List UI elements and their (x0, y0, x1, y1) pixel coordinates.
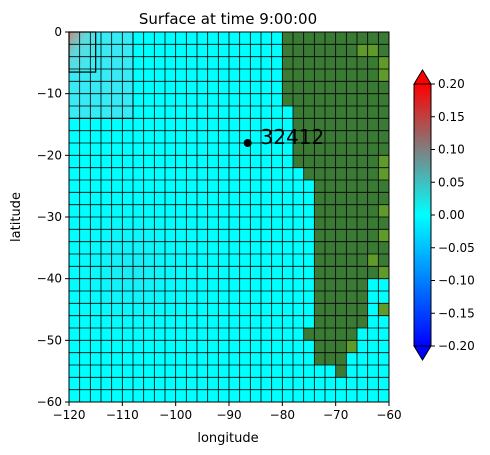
x-tick-label: −80 (270, 408, 295, 422)
x-tick-label: −120 (53, 408, 86, 422)
station-label: 32412 (261, 125, 325, 149)
colorbar-extend-min (413, 345, 432, 361)
y-tick-label: −20 (37, 148, 62, 162)
y-tick-label: 0 (54, 25, 62, 39)
station-marker (243, 139, 252, 147)
fine-patch-fill (69, 32, 96, 73)
x-axis-label: longitude (197, 431, 258, 446)
land-cell-highlight (367, 44, 379, 57)
land-region (335, 365, 347, 378)
x-tick-label: −100 (159, 408, 192, 422)
land-cell-highlight (378, 155, 389, 168)
colorbar-tick-label: 0.05 (438, 175, 465, 189)
land-cell-highlight (367, 254, 379, 267)
land-cell-highlight (378, 69, 389, 82)
land-cell-highlight (378, 167, 389, 180)
colorbar-tick-label: −0.15 (438, 306, 475, 320)
land-cell-highlight (378, 266, 389, 279)
x-axis-ticks: −120 −110 −100 −90 −80 −70 −60 (53, 402, 402, 422)
colorbar-tick-label: 0.15 (438, 110, 465, 124)
land-cell-highlight (346, 340, 357, 353)
land-cell-highlight (357, 44, 368, 57)
y-tick-label: −60 (37, 395, 62, 409)
plot-area (68, 31, 390, 403)
y-tick-label: −50 (37, 333, 62, 347)
x-tick-label: −110 (106, 408, 139, 422)
colorbar-extend-max (413, 69, 432, 85)
y-axis-ticks: 0 −10 −20 −30 −40 −50 −60 (37, 25, 69, 409)
colorbar-tick-label: −0.10 (438, 274, 475, 288)
land-cell-highlight (378, 204, 389, 217)
land-cell-highlight (378, 229, 389, 242)
colorbar-tick-label: 0.10 (438, 143, 465, 157)
colorbar-tick-label: 0.00 (438, 208, 465, 222)
land-cell (303, 328, 315, 341)
colorbar-tick-label: 0.20 (438, 77, 465, 91)
chart-title: Surface at time 9:00:00 (139, 10, 317, 28)
land-cell-highlight (378, 303, 389, 316)
land-region (293, 106, 389, 168)
colorbar: 0.20 0.15 0.10 0.05 0.00 −0.05 −0.10 −0.15 −0.20 (413, 69, 475, 361)
ocean-shading (69, 152, 249, 352)
x-tick-label: −70 (323, 408, 348, 422)
land-cell-highlight (378, 56, 389, 69)
land-region (303, 328, 357, 341)
x-tick-label: −90 (216, 408, 241, 422)
colorbar-tick-label: −0.20 (438, 339, 475, 353)
colorbar-tick-label: −0.05 (438, 241, 475, 255)
x-tick-label: −60 (376, 408, 401, 422)
y-tick-label: −10 (37, 87, 62, 101)
y-tick-label: −40 (37, 272, 62, 286)
colorbar-body (413, 83, 432, 347)
y-tick-label: −30 (37, 210, 62, 224)
y-axis-label: latitude (9, 192, 24, 242)
